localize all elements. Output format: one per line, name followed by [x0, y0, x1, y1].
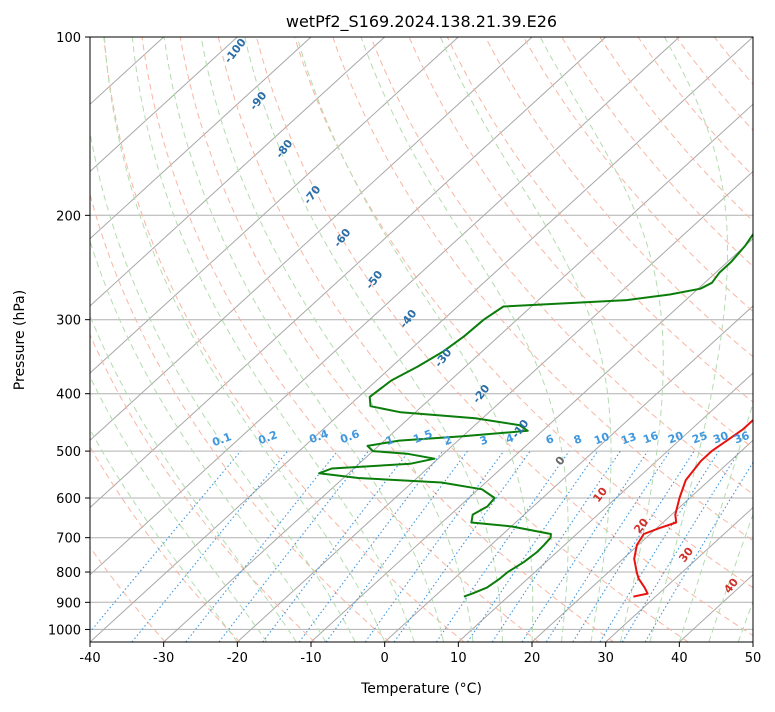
dry-adiabat-line	[180, 37, 613, 642]
y-tick-label: 200	[56, 209, 81, 224]
dry-adiabat-label: 10	[590, 485, 610, 505]
y-tick-label: 300	[56, 314, 81, 329]
isotherm-line	[0, 37, 606, 642]
dry-adiabat-line	[714, 37, 775, 642]
dry-adiabat-line	[524, 37, 775, 642]
x-tick-label: 40	[671, 651, 688, 666]
dry-adiabat-label: 40	[721, 576, 741, 596]
mixing-ratio-label: 1.5	[411, 427, 434, 446]
mixing-ratio-line	[622, 451, 739, 642]
mixing-ratio-line	[468, 451, 598, 642]
dry-adiabat-line	[218, 37, 688, 642]
moist-adiabat-line	[37, 37, 297, 642]
moist-adiabat-line	[709, 37, 775, 642]
mixing-ratio-label: 2	[442, 433, 454, 448]
dry-adiabat-label: -80	[273, 137, 296, 161]
x-tick-label: -10	[300, 651, 321, 666]
dry-adiabat-label: -30	[432, 346, 455, 370]
x-tick-label: 10	[450, 651, 467, 666]
dry-adiabat-label: -50	[363, 268, 386, 292]
x-tick-label: 20	[524, 651, 541, 666]
y-tick-label: 1000	[48, 623, 81, 638]
mixing-ratio-line	[132, 451, 288, 642]
mixing-ratio-label: 6	[544, 432, 556, 447]
dry-adiabat-line	[0, 37, 240, 642]
mixing-ratio-line	[436, 451, 569, 642]
dry-adiabat-line	[753, 37, 775, 642]
x-tick-label: -20	[227, 651, 248, 666]
mixing-ratio-line	[645, 451, 760, 642]
mixing-ratio-line	[546, 451, 670, 642]
x-tick-label: -30	[153, 651, 174, 666]
dry-adiabat-label: -40	[397, 307, 420, 331]
y-tick-label: 900	[56, 596, 81, 611]
dry-adiabat-line	[371, 37, 775, 642]
mixing-ratio-label: 0.6	[338, 427, 361, 446]
y-tick-label: 400	[56, 388, 81, 403]
moist-adiabat-line	[540, 37, 663, 642]
x-tick-label: 30	[597, 651, 614, 666]
background-lines-layer	[0, 37, 775, 642]
x-axis-label: Temperature (°C)	[360, 681, 482, 697]
y-tick-label: 600	[56, 492, 81, 507]
moist-adiabat-line	[738, 37, 775, 642]
mixing-ratio-label: 8	[572, 432, 584, 447]
mixing-ratio-line	[600, 451, 719, 642]
dry-adiabat-label: -20	[470, 382, 493, 406]
moist-adiabat-line	[80, 37, 356, 642]
mixing-ratio-label: 13	[619, 430, 638, 447]
mixing-ratio-label: 0.2	[256, 428, 279, 447]
dry-adiabat-line	[142, 37, 539, 642]
isotherm-line	[0, 37, 458, 642]
mixing-ratio-line	[82, 451, 241, 642]
y-tick-label: 100	[56, 31, 81, 46]
isotherm-line	[0, 37, 385, 642]
mixing-ratio-label: 20	[666, 429, 685, 447]
y-tick-label: 500	[56, 445, 81, 460]
y-tick-label: 800	[56, 566, 81, 581]
dry-adiabat-line	[485, 37, 775, 642]
mixing-ratio-line	[522, 451, 648, 642]
mixing-ratio-line	[219, 451, 368, 642]
dry-adiabat-label: -60	[331, 226, 354, 250]
isotherm-line	[16, 37, 679, 642]
moist-adiabat-line	[17, 37, 267, 642]
mixing-ratio-label: 10	[592, 430, 611, 448]
x-tick-label: 50	[745, 651, 762, 666]
dry-adiabat-label: 0	[553, 454, 568, 468]
isotherm-line	[90, 37, 753, 642]
x-tick-label: -40	[79, 651, 100, 666]
moist-adiabat-line	[132, 37, 414, 642]
moist-adiabat-line	[297, 37, 533, 642]
isotherm-line	[753, 37, 775, 642]
chart-title: wetPf2_S169.2024.138.21.39.E26	[286, 12, 557, 32]
mixing-ratio-label: 3	[478, 433, 490, 448]
y-tick-label: 700	[56, 532, 81, 547]
dry-adiabat-line	[447, 37, 775, 642]
mixing-ratio-label: 0.1	[210, 430, 233, 449]
mixing-ratio-label: 25	[690, 429, 709, 446]
dry-adiabat-label: -70	[301, 183, 324, 207]
y-axis-label: Pressure (hPa)	[12, 290, 28, 390]
mixing-ratio-label: 30	[711, 429, 730, 447]
mixing-ratio-line	[573, 451, 694, 642]
dry-adiabat-line	[562, 37, 775, 642]
isotherm-line	[0, 37, 311, 642]
dry-adiabat-label: -100	[222, 36, 249, 66]
dry-adiabat-line	[638, 37, 775, 642]
x-tick-label: 0	[381, 651, 389, 666]
mixing-ratio-line	[492, 451, 620, 642]
moist-adiabat-line	[245, 37, 503, 642]
